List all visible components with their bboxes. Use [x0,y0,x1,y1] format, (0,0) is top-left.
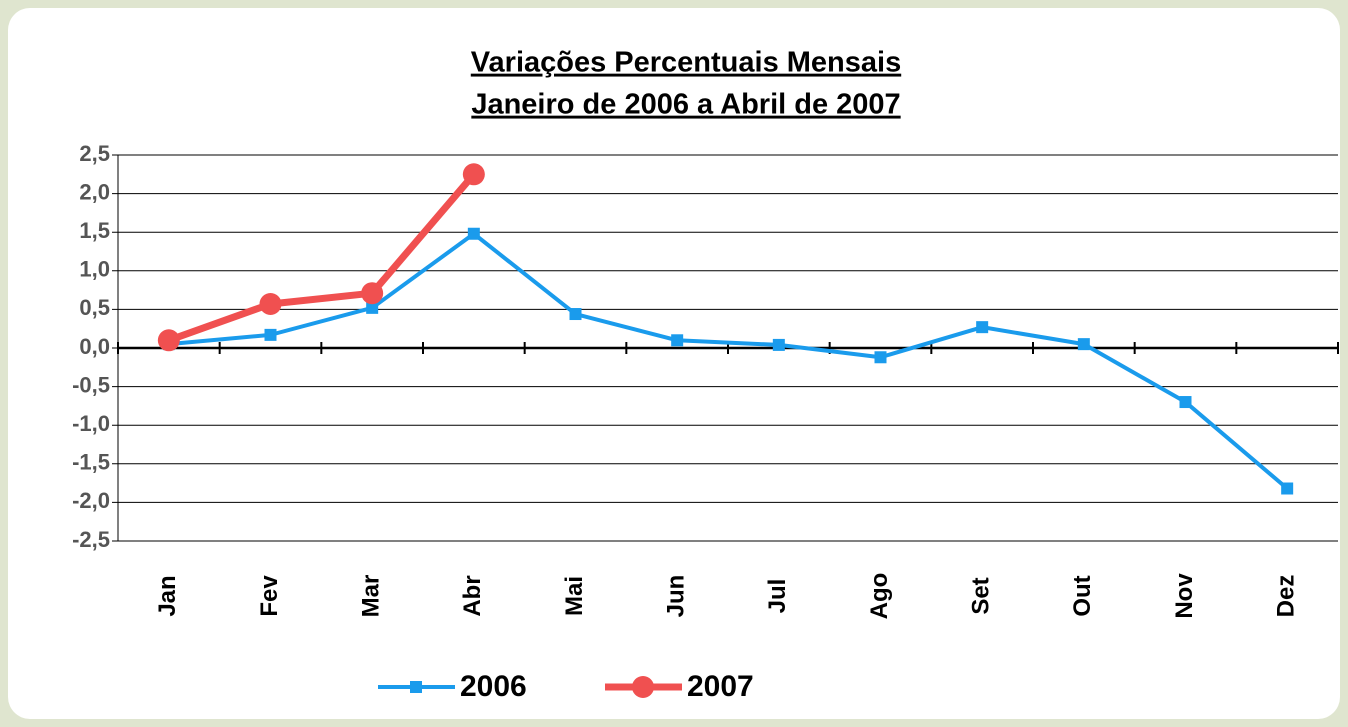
chart-subtitle: Janeiro de 2006 a Abril de 2007 [471,89,900,121]
point [874,351,887,364]
y-tick-label: 2,5 [79,141,110,166]
x-tick-label: Ago [866,573,893,620]
x-tick-label: Jun [663,575,690,618]
point [671,334,684,347]
x-tick-label: Mar [358,575,385,618]
point [366,301,379,314]
point [1077,338,1090,351]
legend-label: 2006 [460,670,527,703]
x-tick-label: Set [968,577,995,614]
x-tick-label: Fev [256,575,283,617]
y-tick-label: -2,0 [72,488,110,513]
y-tick-label: -1,0 [72,411,110,436]
x-tick-label: Nov [1171,573,1198,619]
point [1179,396,1192,409]
point [467,227,480,240]
legend-marker [410,681,422,693]
point [569,308,582,321]
y-tick-label: 0,0 [79,334,110,359]
y-tick-label: 2,0 [79,179,110,204]
point [361,282,384,305]
y-tick-label: 1,0 [79,257,110,282]
x-tick-label: Out [1069,575,1096,616]
legend-label: 2007 [687,670,754,703]
x-tick-label: Abr [459,575,486,616]
y-tick-label: 0,5 [79,295,110,320]
point [259,292,282,315]
point [462,163,485,186]
y-tick-label: 1,5 [79,218,110,243]
y-tick-label: -2,5 [72,527,110,552]
point [1281,482,1294,495]
point [264,328,277,341]
x-tick-label: Dez [1273,575,1300,618]
point [772,338,785,351]
point [157,329,180,352]
legend-marker [632,676,654,698]
series-line [168,231,1289,491]
chart-title: Variações Percentuais Mensais [471,47,901,79]
y-tick-label: -1,5 [72,450,110,475]
point [976,321,989,334]
y-tick-label: -0,5 [72,372,110,397]
series-line [167,172,477,344]
x-tick-label: Mai [561,576,588,616]
x-tick-label: Jul [764,579,791,614]
x-tick-label: Jan [154,575,181,616]
